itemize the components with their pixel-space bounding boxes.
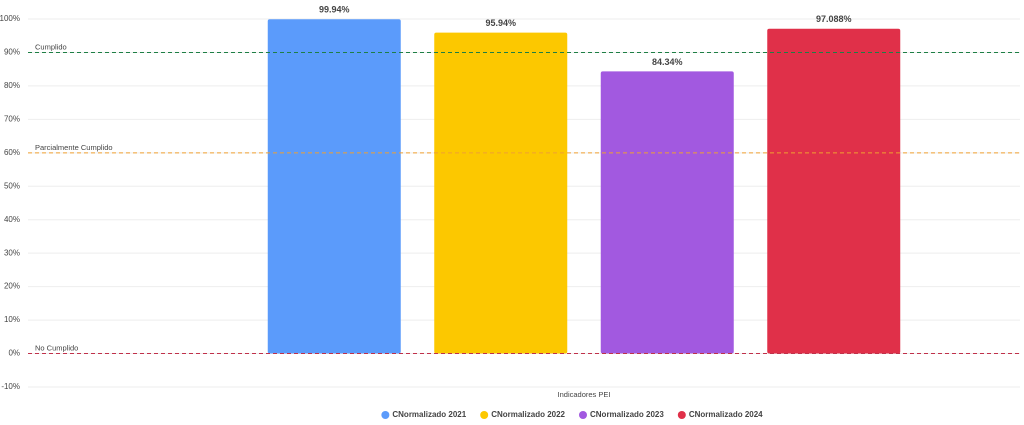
- legend-label: CNormalizado 2023: [590, 410, 664, 419]
- y-tick-label: 50%: [4, 181, 20, 190]
- legend-label: CNormalizado 2024: [689, 410, 763, 419]
- legend-label: CNormalizado 2021: [392, 410, 466, 419]
- value-label: 99.94%: [319, 5, 350, 15]
- y-tick-label: 0%: [8, 349, 20, 358]
- y-tick-label: 100%: [0, 14, 20, 23]
- legend-marker: [480, 411, 489, 419]
- legend-label: CNormalizado 2022: [491, 410, 565, 419]
- y-tick-label: 20%: [4, 282, 20, 291]
- reference-label: Cumplido: [35, 42, 67, 51]
- reference-label: Parcialmente Cumplido: [35, 143, 113, 152]
- legend: CNormalizado 2021 CNormalizado 2022 CNorma…: [381, 410, 763, 419]
- value-label: 95.94%: [485, 18, 516, 28]
- y-tick-label: 30%: [4, 248, 20, 257]
- bar: [434, 32, 568, 354]
- y-tick-label: 80%: [4, 81, 20, 90]
- legend-marker: [381, 411, 390, 419]
- reference-label: No Cumplido: [35, 344, 78, 353]
- value-label: 84.34%: [652, 57, 683, 67]
- y-tick-label: 70%: [4, 114, 20, 123]
- value-label: 97.088%: [816, 14, 852, 24]
- x-axis-label: Indicadores PEI: [558, 390, 611, 399]
- bar: [767, 28, 901, 354]
- bar: [600, 71, 734, 354]
- y-tick-label: 60%: [4, 148, 20, 157]
- bar: [267, 19, 401, 354]
- y-tick-label: 90%: [4, 48, 20, 57]
- legend-marker: [677, 411, 686, 419]
- y-tick-label: 10%: [4, 315, 20, 324]
- y-tick-label: -10%: [1, 382, 20, 391]
- legend-marker: [579, 411, 587, 419]
- y-tick-label: 40%: [4, 215, 20, 224]
